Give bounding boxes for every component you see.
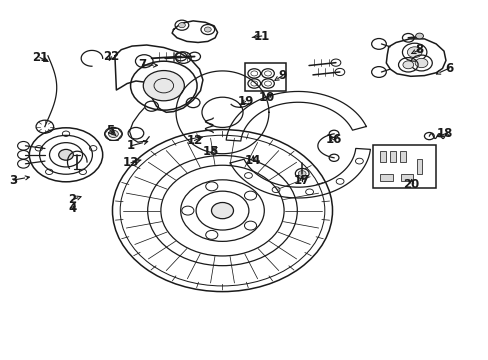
Text: 15: 15 — [203, 145, 219, 158]
Bar — [380, 174, 392, 181]
Circle shape — [108, 130, 118, 138]
Text: 6: 6 — [444, 62, 452, 75]
Text: 22: 22 — [103, 50, 120, 63]
Text: 7: 7 — [139, 58, 146, 71]
Bar — [245, 63, 285, 91]
Text: 16: 16 — [325, 133, 341, 146]
Circle shape — [211, 202, 233, 219]
Bar — [389, 151, 395, 162]
Text: 18: 18 — [436, 127, 452, 140]
Circle shape — [204, 27, 211, 32]
Circle shape — [298, 171, 305, 176]
Text: 12: 12 — [186, 134, 203, 147]
Circle shape — [143, 71, 184, 101]
Circle shape — [415, 33, 423, 39]
Circle shape — [178, 23, 185, 28]
Text: 8: 8 — [415, 43, 423, 56]
Text: 14: 14 — [244, 154, 261, 167]
Circle shape — [59, 149, 73, 160]
Text: 10: 10 — [258, 91, 274, 104]
Text: 4: 4 — [68, 202, 76, 215]
Text: 3: 3 — [10, 174, 18, 186]
Bar — [399, 151, 405, 162]
Circle shape — [414, 58, 427, 68]
Text: 1: 1 — [127, 139, 135, 152]
Bar — [400, 174, 412, 181]
Text: 21: 21 — [32, 51, 48, 64]
Circle shape — [407, 47, 421, 58]
Text: 5: 5 — [106, 124, 114, 137]
Bar — [416, 159, 421, 174]
Text: 9: 9 — [278, 69, 286, 82]
Bar — [372, 145, 435, 188]
Text: 20: 20 — [403, 178, 419, 191]
Text: 13: 13 — [122, 156, 139, 169]
Text: 2: 2 — [68, 193, 76, 206]
Circle shape — [402, 61, 413, 69]
Text: 17: 17 — [293, 174, 310, 187]
Bar — [380, 151, 386, 162]
Text: 19: 19 — [237, 95, 253, 108]
Text: 11: 11 — [253, 30, 269, 42]
